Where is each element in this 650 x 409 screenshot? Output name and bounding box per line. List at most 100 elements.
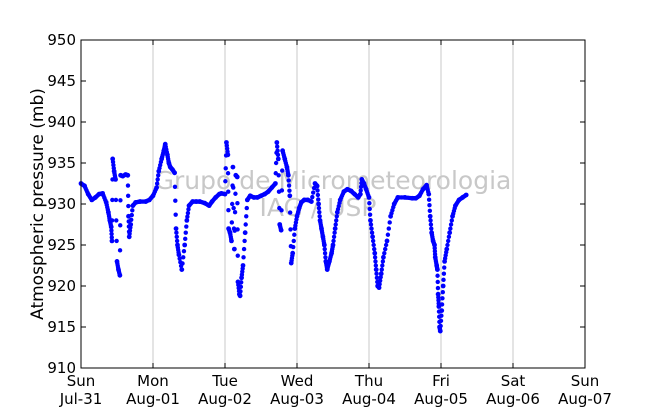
data-point-fill-0-59-2: [226, 189, 231, 194]
data-point-fill-0-92-3: [292, 232, 297, 237]
data-point-fill-0-123-3: [366, 193, 371, 198]
data-point-0-72: [242, 230, 248, 236]
data-point-fill-0-113-3: [337, 200, 342, 206]
data-point-fill-0-89-2: [286, 183, 292, 188]
watermark-line-1: Grupo de Micrometeorologia: [155, 166, 512, 195]
data-point-fill-0-122-3: [363, 185, 368, 191]
data-point-0-144: [427, 213, 433, 219]
data-point-fill-0-68-3: [237, 293, 243, 298]
data-point-fill-0-59-3: [226, 207, 231, 213]
data-point-fill-0-33-3: [161, 150, 166, 155]
data-point-fill-0-40-1: [172, 184, 178, 189]
data-point-fill-0-110-3: [330, 244, 335, 250]
data-point-fill-0-45-3: [184, 224, 189, 229]
y-axis: 910 915 920 925 930 935 940 945 950: [47, 31, 585, 377]
data-point-fill-0-58-3: [225, 149, 230, 154]
data-point-fill-0-82-2: [275, 148, 280, 153]
data-point-fill-0-144-2: [428, 222, 434, 227]
data-point-fill-0-154-1: [438, 323, 443, 329]
x-tick-date-1: Aug-01: [126, 390, 180, 408]
data-point-fill-0-32-3: [158, 159, 164, 165]
x-tick-day-1: Mon: [137, 372, 169, 390]
data-point-fill-0-45-1: [183, 236, 188, 242]
data-point-fill-0-156-3: [442, 265, 447, 270]
data-point-fill-0-24-2: [129, 212, 134, 218]
data-point-fill-0-127-3: [373, 263, 379, 268]
data-point-fill-0-31-2: [155, 177, 160, 182]
data-point-fill-0-134-3: [391, 204, 396, 210]
data-point-fill-0-72-1: [243, 222, 248, 227]
data-point-0-41: [173, 226, 179, 232]
data-point-fill-0-46-1: [185, 214, 190, 219]
data-point-0-112: [332, 226, 338, 232]
data-point-fill-0-71-2: [241, 246, 247, 252]
data-point-fill-0-66-3: [235, 253, 240, 258]
data-point-0-44: [179, 267, 185, 272]
data-point-fill-0-89-1: [286, 178, 291, 183]
data-point-fill-0-21-1: [125, 183, 131, 188]
data-point-fill-0-17-3: [118, 198, 123, 203]
data-point-0-90: [287, 193, 293, 199]
data-point-fill-0-41-3: [174, 238, 180, 244]
data-point-fill-0-128-2: [374, 275, 380, 280]
y-tick-label-6: 940: [47, 113, 76, 131]
data-point-fill-0-85-1: [279, 208, 284, 213]
data-point-fill-0-46-2: [185, 210, 191, 216]
x-tick-day-0: Sun: [67, 372, 96, 390]
data-point-0-45: [182, 242, 188, 248]
y-tick-label-0: 910: [47, 359, 76, 377]
data-point-fill-0-144-1: [428, 218, 433, 223]
data-point-fill-0-125-2: [369, 226, 374, 231]
x-tick-day-3: Wed: [281, 372, 314, 390]
data-point-fill-0-71-3: [242, 238, 247, 244]
data-point-fill-0-14-1: [113, 197, 119, 203]
data-point-fill-0-156-1: [441, 277, 446, 283]
data-point-fill-0-35-3: [164, 149, 170, 155]
x-tick-day-2: Tue: [211, 372, 238, 390]
data-point-fill-0-61-3: [228, 236, 234, 242]
y-tick-label-8: 950: [47, 31, 76, 49]
data-point-fill-0-40-2: [173, 198, 178, 203]
y-tick-label-7: 945: [47, 72, 76, 90]
data-point-fill-0-156-2: [441, 271, 447, 276]
data-point-fill-0-1-3: [85, 189, 90, 195]
data-point-fill-0-146-3: [431, 241, 437, 247]
data-point-fill-0-136-3: [401, 195, 406, 200]
data-point-fill-0-41-2: [174, 234, 179, 239]
data-point-fill-0-130-1: [377, 281, 382, 287]
x-tick-date-6: Aug-06: [486, 390, 540, 408]
data-point-fill-0-126-2: [371, 242, 376, 248]
data-point-fill-0-57-1: [223, 179, 228, 184]
data-point-fill-0-151-3: [436, 301, 441, 306]
data-point-fill-0-70-3: [240, 266, 245, 271]
data-point-fill-0-143-3: [427, 208, 433, 213]
data-point-fill-0-142-3: [426, 189, 431, 195]
data-point-fill-0-157-3: [444, 249, 449, 255]
data-point-fill-0-109-3: [328, 253, 334, 258]
data-point-fill-0-31-1: [154, 181, 160, 186]
x-tick-date-5: Aug-05: [414, 390, 468, 408]
data-point-fill-0-112-2: [334, 218, 339, 223]
data-point-fill-0-20-3: [125, 172, 130, 178]
data-point-fill-0-158-3: [446, 234, 452, 239]
data-point-fill-0-155-2: [440, 296, 445, 301]
data-point-fill-0-10-2: [109, 231, 114, 237]
data-point-fill-0-41-1: [174, 230, 179, 235]
data-point-fill-0-10-3: [109, 235, 114, 240]
y-tick-label-3: 925: [47, 236, 76, 254]
data-point-fill-0-143-1: [426, 197, 432, 202]
x-tick-day-5: Fri: [432, 372, 450, 390]
data-point-fill-0-154-3: [439, 313, 444, 318]
data-point-fill-0-143-2: [427, 203, 432, 208]
data-point-fill-0-155-3: [440, 289, 445, 295]
data-point-fill-0-9-3: [108, 223, 114, 228]
data-point-fill-0-85-3: [280, 168, 285, 173]
data-point-fill-0-23-3: [128, 225, 133, 230]
data-point-fill-0-130-2: [377, 278, 383, 283]
data-point-fill-0-106-3: [323, 255, 328, 260]
data-point-fill-0-84-3: [278, 226, 283, 232]
data-point-fill-0-111-3: [332, 230, 337, 235]
data-point-fill-0-39-3: [171, 169, 177, 175]
data-point-0-82: [274, 140, 280, 145]
data-point-fill-0-163-3: [463, 193, 468, 198]
